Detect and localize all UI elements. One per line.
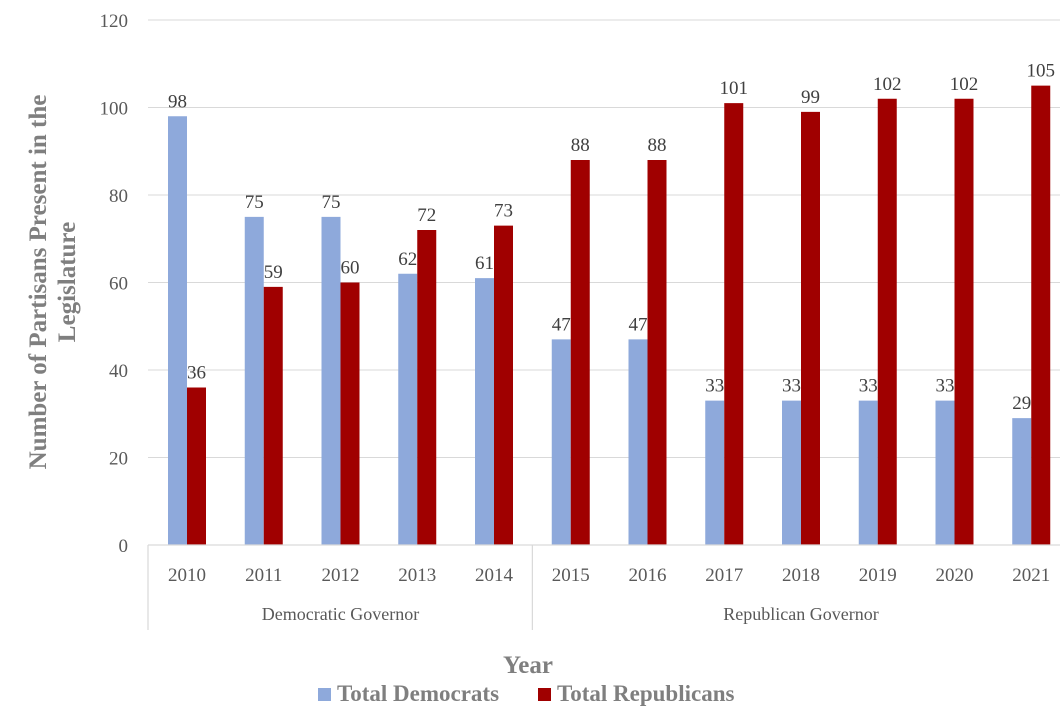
y-axis-title-line-2: Legislature [54, 222, 81, 342]
bar-democrats [168, 116, 187, 545]
data-label-democrats: 98 [168, 91, 187, 112]
bar-republicans [417, 230, 437, 545]
x-axis-title: Year [503, 652, 553, 679]
group-label: Republican Governor [723, 604, 878, 624]
legend-swatch [318, 688, 331, 701]
bar-republicans [340, 282, 360, 545]
x-tick-label: 2013 [398, 565, 436, 586]
data-label-republicans: 59 [264, 262, 283, 283]
y-tick-label: 120 [100, 11, 129, 32]
bar-democrats [551, 339, 571, 545]
y-tick-label: 60 [109, 274, 128, 295]
data-label-republicans: 101 [720, 78, 749, 99]
bar-republicans [724, 103, 744, 545]
bar-democrats [398, 273, 418, 545]
group-label: Democratic Governor [262, 604, 419, 624]
y-tick-label: 20 [109, 449, 128, 470]
bar-republicans [801, 111, 820, 545]
x-tick-label: 2016 [629, 565, 667, 586]
data-label-democrats: 33 [936, 376, 955, 397]
data-label-democrats: 33 [705, 376, 724, 397]
y-tick-label: 100 [100, 99, 129, 120]
x-tick-label: 2011 [245, 565, 282, 586]
data-labels: 98 36 75 59 75 60 62 72 61 73 47 88 47 88 33 101 33 99 33 1… [168, 61, 1055, 415]
x-tick-label: 2019 [859, 565, 897, 586]
bar-democrats [475, 278, 494, 545]
bar-republicans [877, 98, 897, 545]
bars [168, 85, 1051, 545]
y-tick-label: 80 [109, 186, 128, 207]
x-tick-label: 2017 [705, 565, 743, 586]
data-label-democrats: 47 [629, 314, 648, 335]
data-label-republicans: 73 [494, 201, 513, 222]
bar-republicans [647, 160, 667, 545]
gridlines [148, 19, 1060, 458]
bar-republicans [570, 160, 590, 545]
bar-republicans [187, 387, 206, 545]
data-label-republicans: 102 [950, 74, 979, 95]
data-label-republicans: 105 [1027, 61, 1056, 82]
bar-democrats [705, 400, 725, 545]
bar-democrats [244, 216, 264, 545]
bar-democrats [321, 216, 341, 545]
data-label-republicans: 102 [873, 74, 902, 95]
y-tick-label: 0 [119, 536, 129, 557]
x-tick-label: 2021 [1012, 565, 1050, 586]
x-tick-label: 2010 [168, 565, 206, 586]
legend-label: Total Democrats [337, 681, 499, 706]
data-label-democrats: 47 [552, 314, 571, 335]
y-tick-label: 40 [109, 361, 128, 382]
bar-democrats [782, 400, 801, 545]
x-tick-label: 2020 [936, 565, 974, 586]
data-label-democrats: 61 [475, 253, 494, 274]
data-label-democrats: 29 [1012, 393, 1031, 414]
data-label-democrats: 62 [398, 249, 417, 270]
bar-republicans [1031, 85, 1051, 545]
data-label-republicans: 88 [648, 135, 667, 156]
bar-republicans [494, 225, 513, 545]
bar-democrats [858, 400, 878, 545]
x-tick-label: 2015 [552, 565, 590, 586]
bar-republicans [263, 286, 283, 545]
legend: Total Democrats Total Republicans [318, 681, 735, 706]
x-tick-label: 2014 [475, 565, 514, 586]
data-label-republicans: 88 [571, 135, 590, 156]
data-label-republicans: 36 [187, 363, 206, 384]
bar-democrats [1012, 418, 1032, 545]
bar-democrats [628, 339, 648, 545]
x-tick-label: 2018 [782, 565, 820, 586]
data-label-democrats: 75 [245, 192, 264, 213]
data-label-republicans: 99 [801, 87, 820, 108]
x-axis: 2010 2011 2012 2013 2014 2015 2016 2017 2018 2019… [147, 544, 1060, 630]
y-axis-ticks: 0 20 40 60 80 100 120 [100, 11, 129, 557]
legend-swatch [538, 688, 551, 701]
legend-label: Total Republicans [557, 681, 735, 706]
data-label-democrats: 33 [782, 376, 801, 397]
data-label-democrats: 75 [322, 192, 341, 213]
data-label-republicans: 72 [417, 205, 436, 226]
x-tick-label: 2012 [322, 565, 360, 586]
data-label-democrats: 33 [859, 376, 878, 397]
data-label-republicans: 60 [341, 258, 360, 279]
bar-republicans [954, 98, 974, 545]
y-axis-title-line-1: Number of Partisans Present in the [25, 95, 52, 470]
bar-democrats [935, 400, 955, 545]
